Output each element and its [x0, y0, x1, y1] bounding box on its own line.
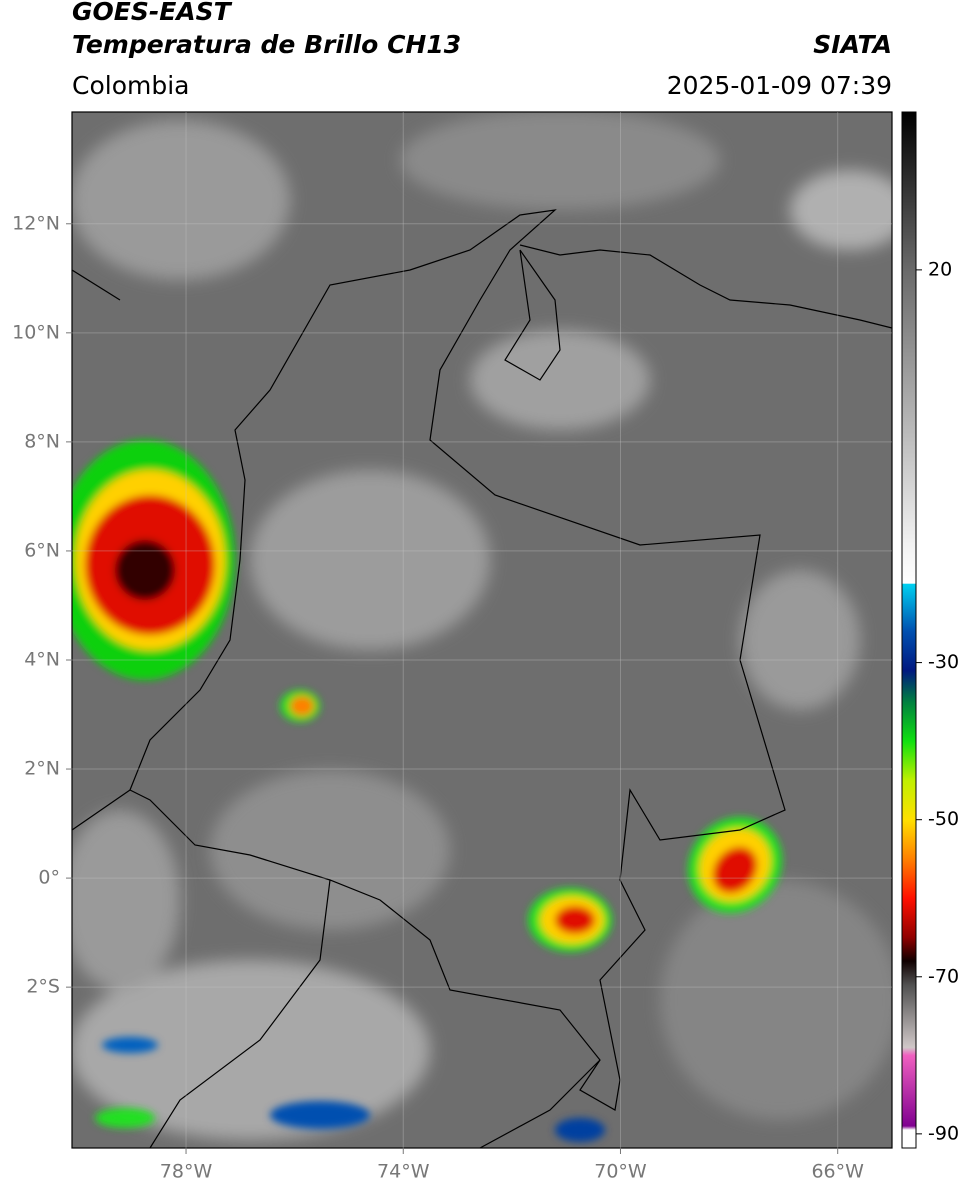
title: GOES-EAST: [72, 0, 233, 26]
x-tick-label: 78°W: [160, 1161, 213, 1183]
x-tick-label: 74°W: [377, 1161, 430, 1183]
x-tick-label: 66°W: [811, 1161, 864, 1183]
coastline: [72, 244, 892, 1148]
colorbar-tick-label: -30: [928, 651, 959, 673]
clouds: [72, 112, 892, 1140]
y-tick-label: 10°N: [12, 321, 60, 343]
colorbar-tick-label: 20: [928, 258, 952, 280]
y-tick-label: 12°N: [12, 212, 60, 234]
colorbar-tick-label: -90: [928, 1122, 959, 1144]
y-tick-label: 6°N: [24, 539, 60, 561]
colorbar-tick-label: -50: [928, 808, 959, 830]
y-tick-label: 2°S: [26, 976, 60, 998]
map-frame: [71, 111, 893, 1149]
colorbar-tick-label: -70: [928, 965, 959, 987]
subtitle: Temperatura de Brillo CH13: [72, 30, 461, 59]
y-tick-label: 4°N: [24, 648, 60, 670]
y-tick-label: 8°N: [24, 430, 60, 452]
region: Colombia: [72, 71, 189, 100]
map-image: [72, 112, 892, 1148]
source: SIATA: [813, 30, 892, 59]
y-tick-label: 2°N: [24, 758, 60, 780]
datetime: 2025-01-09 07:39: [667, 71, 892, 100]
colorbar: [901, 111, 917, 1149]
country-border: [129, 209, 786, 1111]
storms: [72, 440, 783, 1142]
y-tick-label: 0°: [38, 867, 60, 889]
x-tick-label: 70°W: [594, 1161, 647, 1183]
